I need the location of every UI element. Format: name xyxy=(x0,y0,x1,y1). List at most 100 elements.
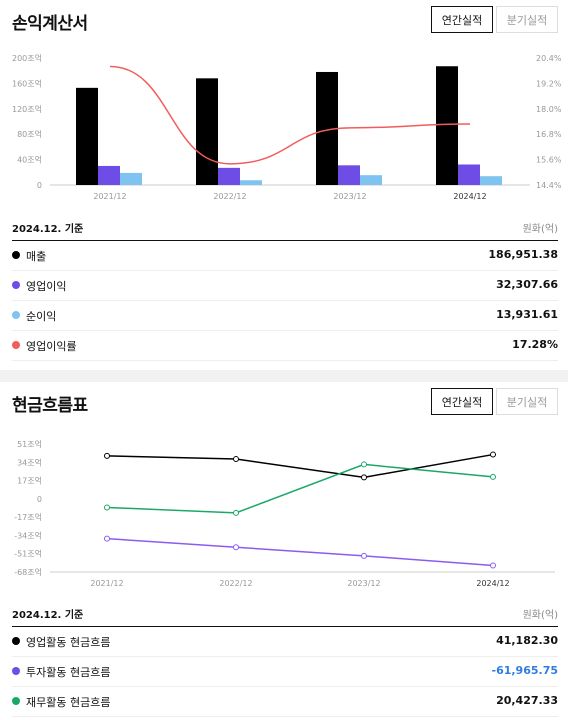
table-row: 투자활동 현금흐름 -61,965.75 xyxy=(12,656,558,687)
income-period-tabs: 연간실적 분기실적 xyxy=(428,6,558,33)
basis-date: 2024.12. 기준 xyxy=(12,610,84,621)
right-axis-tick-label: 20.4% xyxy=(536,54,562,63)
bar-revenue xyxy=(196,78,218,185)
right-axis-tick-label: 16.8% xyxy=(536,130,562,139)
data-point xyxy=(361,552,367,559)
y-axis-tick-label: 0 xyxy=(37,495,42,504)
bar-net-income xyxy=(120,172,142,185)
right-axis-tick-label: 19.2% xyxy=(536,79,562,88)
legend-dot-icon xyxy=(12,341,20,349)
table-row: 순이익 13,931.61 xyxy=(12,300,558,331)
basis-date: 2024.12. 기준 xyxy=(12,224,84,235)
bar-net-income xyxy=(240,180,262,185)
unit-label: 원화(억) xyxy=(522,224,558,235)
table-row: 영업이익률 17.28% xyxy=(12,330,558,361)
y-axis-tick-label: -51조억 xyxy=(14,549,42,559)
data-point xyxy=(233,456,239,463)
x-axis-tick-label: 2024/12 xyxy=(453,192,486,201)
data-point xyxy=(233,544,239,551)
legend-dot-icon xyxy=(12,251,20,259)
left-axis-tick-label: 120조억 xyxy=(12,104,42,114)
data-point xyxy=(104,504,110,511)
table-row: 영업활동 현금흐름 41,182.30 xyxy=(12,626,558,657)
bar-revenue xyxy=(316,71,338,185)
cashflow-basis-row: 2024.12. 기준 원화(억) xyxy=(12,602,558,627)
income-statement-section: 손익계산서 연간실적 분기실적 0 40조억 80조억 120조억 160조억 200조억… xyxy=(12,6,562,361)
left-axis-tick-label: 160조억 xyxy=(12,78,42,88)
legend-dot-icon xyxy=(12,667,20,675)
x-axis-tick-label: 2024/12 xyxy=(476,579,509,588)
right-axis-tick-label: 14.4% xyxy=(536,181,562,190)
row-label: 투자활동 현금흐름 xyxy=(26,666,111,679)
income-chart: 0 40조억 80조억 120조억 160조억 200조억 14.4% 15.6% 16.8% 1… xyxy=(12,53,562,201)
income-statement-title: 손익계산서 xyxy=(12,14,88,34)
operating-cashflow-line xyxy=(106,453,494,479)
bar-operating-income xyxy=(98,165,120,185)
unit-label: 원화(억) xyxy=(522,610,558,621)
cashflow-period-tabs: 연간실적 분기실적 xyxy=(428,388,558,415)
bar-operating-income xyxy=(218,167,240,185)
bar-operating-income xyxy=(458,164,480,185)
row-label: 영업이익 xyxy=(26,280,67,293)
cashflow-chart: 51조억 34조억 17조억 0 -17조억 -34조억 -51조억 -68조억 2021/12… xyxy=(14,439,555,588)
y-axis-tick-label: -68조억 xyxy=(14,567,42,577)
y-axis-tick-label: 34조억 xyxy=(17,457,42,467)
row-label: 재무활동 현금흐름 xyxy=(26,696,111,709)
row-value: 13,931.61 xyxy=(496,308,558,321)
data-point xyxy=(104,535,110,542)
legend-dot-icon xyxy=(12,637,20,645)
tab-quarterly[interactable]: 분기실적 xyxy=(496,388,558,415)
data-point xyxy=(490,562,496,569)
tab-annual[interactable]: 연간실적 xyxy=(431,6,493,33)
y-axis-tick-label: 17조억 xyxy=(17,476,42,486)
cashflow-title: 현금흐름표 xyxy=(12,396,88,416)
x-axis-tick-label: 2021/12 xyxy=(90,579,123,588)
row-label: 매출 xyxy=(26,250,47,263)
bar-operating-income xyxy=(338,165,360,185)
x-axis-tick-label: 2023/12 xyxy=(347,579,380,588)
bar-revenue xyxy=(436,66,458,185)
bar-net-income xyxy=(360,175,382,185)
row-label: 영업이익률 xyxy=(26,340,77,353)
y-axis-tick-label: -17조억 xyxy=(14,512,42,522)
row-value: -61,965.75 xyxy=(491,664,559,677)
data-point xyxy=(361,461,367,468)
left-axis-tick-label: 0 xyxy=(37,181,42,190)
row-value: 41,182.30 xyxy=(496,634,558,647)
y-axis-tick-label: 51조억 xyxy=(17,439,42,449)
row-value: 32,307.66 xyxy=(496,278,558,291)
section-divider xyxy=(0,370,568,382)
legend-dot-icon xyxy=(12,697,20,705)
row-value: 20,427.33 xyxy=(496,694,558,707)
data-point xyxy=(490,473,496,480)
table-row: 영업이익 32,307.66 xyxy=(12,270,558,301)
row-value: 186,951.38 xyxy=(488,248,558,261)
row-label: 순이익 xyxy=(26,310,57,323)
cashflow-section: 현금흐름표 연간실적 분기실적 51조억 34조억 17조억 0 -17조억 -34조억 -… xyxy=(0,382,568,720)
right-axis-tick-label: 15.6% xyxy=(536,156,562,165)
bar-net-income xyxy=(480,176,502,185)
investing-cashflow-line xyxy=(106,537,494,567)
x-axis-tick-label: 2021/12 xyxy=(93,192,126,201)
row-label: 영업활동 현금흐름 xyxy=(26,636,111,649)
legend-dot-icon xyxy=(12,311,20,319)
y-axis-tick-label: -34조억 xyxy=(14,530,42,540)
left-axis-tick-label: 40조억 xyxy=(17,155,42,165)
tab-annual[interactable]: 연간실적 xyxy=(431,388,493,415)
income-basis-row: 2024.12. 기준 원화(억) xyxy=(12,216,558,241)
row-value: 17.28% xyxy=(512,338,558,351)
financing-cashflow-line xyxy=(106,463,494,514)
legend-dot-icon xyxy=(12,281,20,289)
right-axis-tick-label: 18.0% xyxy=(536,105,562,114)
tab-quarterly[interactable]: 분기실적 xyxy=(496,6,558,33)
data-point xyxy=(233,509,239,516)
x-axis-tick-label: 2023/12 xyxy=(333,192,366,201)
x-axis-tick-label: 2022/12 xyxy=(219,579,252,588)
table-row: 재무활동 현금흐름 20,427.33 xyxy=(12,686,558,717)
data-point xyxy=(361,474,367,481)
table-row: 매출 186,951.38 xyxy=(12,240,558,271)
left-axis-tick-label: 80조억 xyxy=(17,129,42,139)
data-point xyxy=(104,452,110,459)
bar-revenue xyxy=(76,87,98,185)
operating-margin-line xyxy=(109,65,471,165)
